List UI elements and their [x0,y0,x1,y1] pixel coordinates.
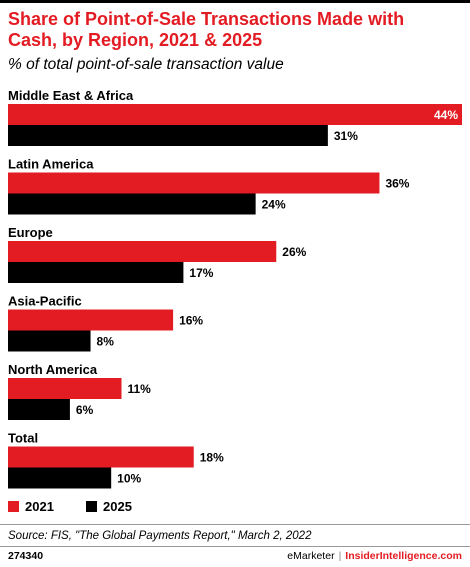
legend-label-2025: 2025 [103,499,132,514]
value-label-2025-asia-pacific: 8% [97,335,115,349]
bar-2021-latin-america [8,172,380,194]
legend-swatch-2021 [8,501,19,512]
footer-brand: eMarketer | InsiderIntelligence.com [287,550,462,562]
bar-2021-total [8,446,194,468]
bar-2025-middle-east-africa [8,125,328,146]
brand-insider-intelligence: InsiderIntelligence.com [345,550,462,562]
value-label-2025-middle-east-africa: 31% [334,129,358,143]
bar-2021-middle-east-africa [8,104,462,125]
value-label-2021-asia-pacific: 16% [179,314,203,328]
value-label-2025-north-america: 6% [76,403,94,417]
bar-2021-asia-pacific [8,309,174,331]
bar-2021-north-america [8,378,122,399]
value-label-2021-north-america: 11% [128,382,152,396]
category-label-middle-east-africa: Middle East & Africa [8,88,134,103]
value-label-2021-total: 18% [200,451,224,465]
bar-2025-asia-pacific [8,330,91,352]
source-note: Source: FIS, "The Global Payments Report… [8,530,312,542]
bar-2025-latin-america [8,193,256,215]
brand-emarketer: eMarketer [287,550,335,562]
value-label-2021-middle-east-africa: 44% [434,108,458,122]
value-label-2021-europe: 26% [282,245,306,259]
bar-2025-europe [8,262,184,283]
value-label-2025-total: 10% [117,472,141,486]
category-label-north-america: North America [8,362,98,377]
category-label-total: Total [8,431,38,446]
legend-item-2021: 2021 [8,499,54,514]
chart-title: Share of Point-of-Sale Transactions Made… [8,9,405,50]
legend-label-2021: 2021 [25,499,54,514]
value-label-2021-latin-america: 36% [385,177,409,191]
legend-swatch-2025 [86,501,97,512]
bar-2025-total [8,467,112,489]
chart-id: 274340 [8,550,44,562]
value-label-2025-latin-america: 24% [262,198,286,212]
category-label-europe: Europe [8,225,53,240]
bar-2025-north-america [8,399,70,420]
chart-subtitle: % of total point-of-sale transaction val… [8,56,284,73]
value-label-2025-europe: 17% [189,266,213,280]
top-rule [0,0,470,3]
bar-chart: Middle East & Africa 44% 31% Latin America 3… [8,88,462,489]
footer-divider [0,524,470,525]
bar-2021-europe [8,241,277,262]
footer-divider-2 [0,546,470,547]
category-label-latin-america: Latin America [8,157,94,172]
category-label-asia-pacific: Asia-Pacific [8,294,82,309]
brand-separator: | [338,550,342,562]
legend-item-2025: 2025 [86,499,132,514]
